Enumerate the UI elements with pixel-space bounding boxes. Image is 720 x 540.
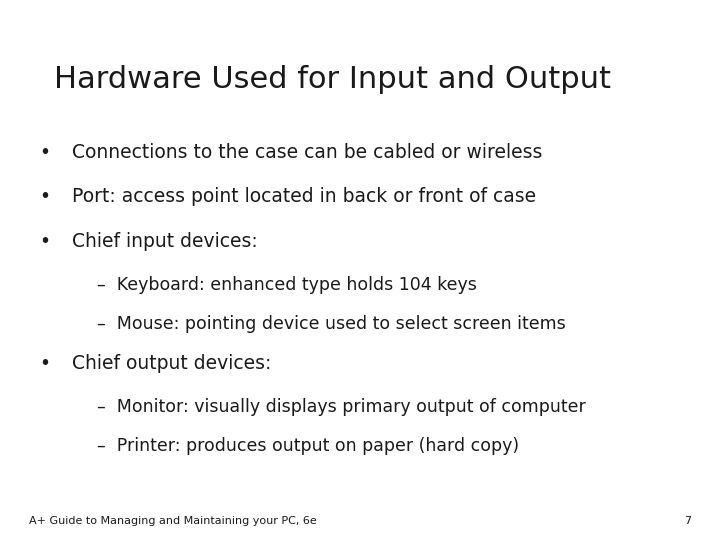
Text: Connections to the case can be cabled or wireless: Connections to the case can be cabled or… <box>72 143 542 162</box>
Text: •: • <box>40 232 50 251</box>
Text: A+ Guide to Managing and Maintaining your PC, 6e: A+ Guide to Managing and Maintaining you… <box>29 516 317 526</box>
Text: –  Monitor: visually displays primary output of computer: – Monitor: visually displays primary out… <box>97 398 586 416</box>
Text: •: • <box>40 354 50 373</box>
Text: •: • <box>40 187 50 206</box>
Text: Chief output devices:: Chief output devices: <box>72 354 271 373</box>
Text: •: • <box>40 143 50 162</box>
Text: Chief input devices:: Chief input devices: <box>72 232 258 251</box>
Text: –  Printer: produces output on paper (hard copy): – Printer: produces output on paper (har… <box>97 437 519 455</box>
Text: –  Keyboard: enhanced type holds 104 keys: – Keyboard: enhanced type holds 104 keys <box>97 276 477 294</box>
Text: –  Mouse: pointing device used to select screen items: – Mouse: pointing device used to select … <box>97 315 566 333</box>
Text: Port: access point located in back or front of case: Port: access point located in back or fr… <box>72 187 536 206</box>
Text: Hardware Used for Input and Output: Hardware Used for Input and Output <box>54 65 611 94</box>
Text: 7: 7 <box>684 516 691 526</box>
